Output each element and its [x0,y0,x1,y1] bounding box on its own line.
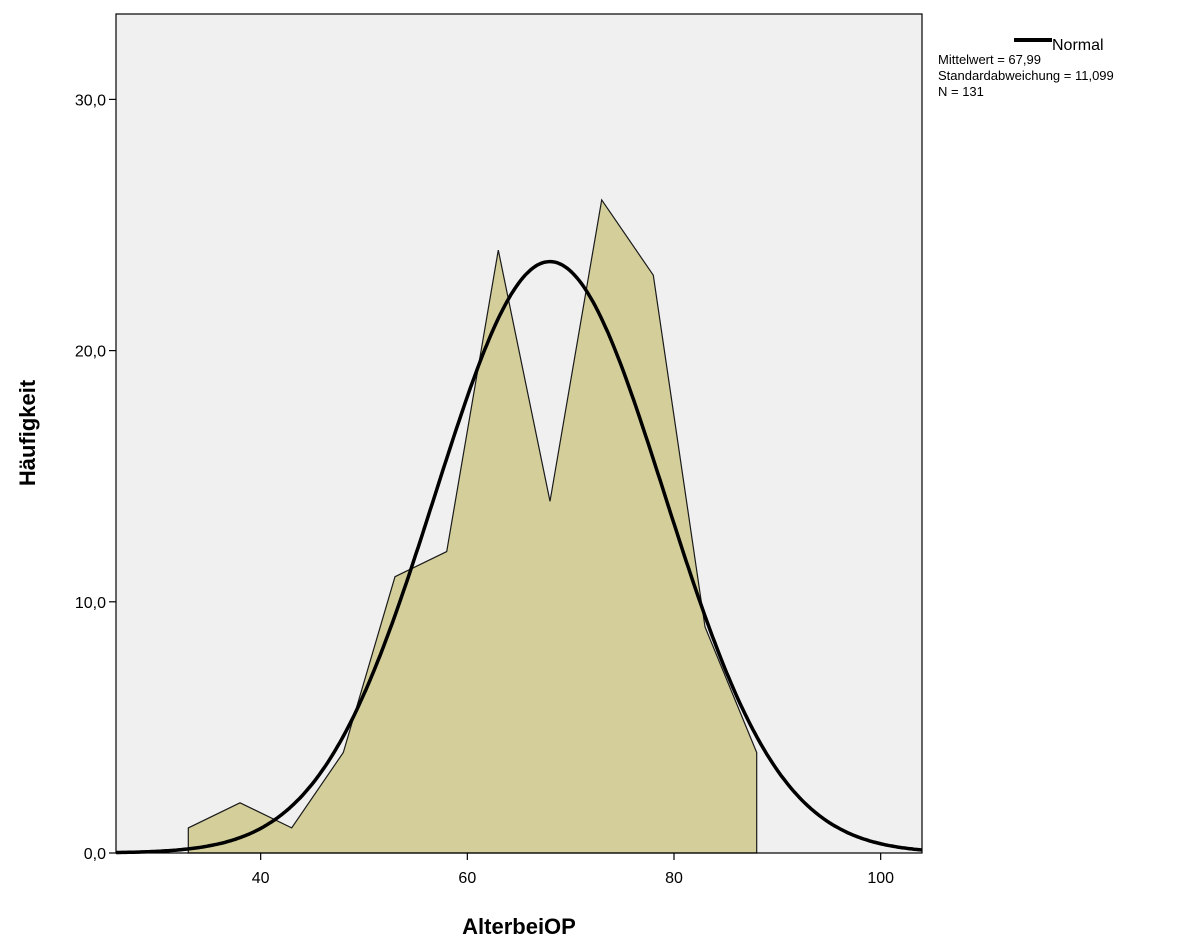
x-tick-label: 100 [867,870,894,887]
y-tick-label: 30,0 [75,92,106,109]
frequency-area [187,198,758,854]
x-tick-label: 40 [252,870,270,887]
y-axis: 0,0 10,0 20,0 30,0 [75,92,116,863]
legend-stat-sd: Standardabweichung = 11,099 [938,68,1114,83]
legend-entry-normal: Normal [1052,37,1104,54]
x-axis-title: AlterbeiOP [462,914,576,937]
y-tick-label: 0,0 [84,846,106,863]
y-tick-label: 10,0 [75,595,106,612]
x-axis: 40 60 80 100 [252,853,894,887]
x-tick-label: 80 [665,870,683,887]
legend-stat-mean: Mittelwert = 67,99 [938,52,1041,67]
normal-curve [116,259,923,855]
x-tick-label: 60 [458,870,476,887]
legend: Normal Mittelwert = 67,99 Standardabweic… [938,37,1114,99]
legend-stat-n: N = 131 [938,84,984,99]
plot-frame [115,13,923,854]
y-tick-label: 20,0 [75,344,106,361]
y-axis-title: Häufigkeit [15,379,40,486]
